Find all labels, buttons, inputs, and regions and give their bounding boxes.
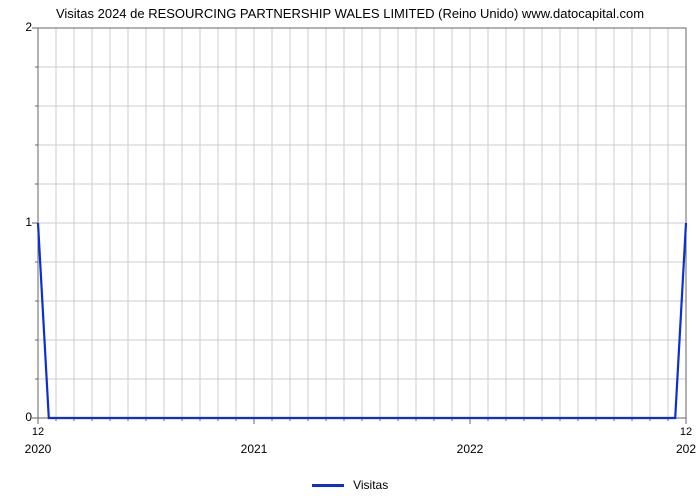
chart-container: { "title": "Visitas 2024 de RESOURCING P… [0, 0, 700, 500]
y-tick-label: 1 [8, 215, 32, 229]
x-tick-label: 2021 [241, 442, 268, 456]
x-tick-label: 2020 [25, 442, 52, 456]
x-tick-label: 202 [676, 442, 696, 456]
y-tick-label: 2 [8, 20, 32, 34]
y-tick-label: 0 [8, 410, 32, 424]
x-minor-tick-label: 12 [32, 426, 44, 438]
x-minor-tick-label: 12 [680, 426, 692, 438]
legend-label: Visitas [353, 478, 388, 492]
legend: Visitas [0, 478, 700, 492]
plot-area [0, 0, 700, 500]
x-tick-label: 2022 [457, 442, 484, 456]
legend-swatch [312, 484, 344, 487]
